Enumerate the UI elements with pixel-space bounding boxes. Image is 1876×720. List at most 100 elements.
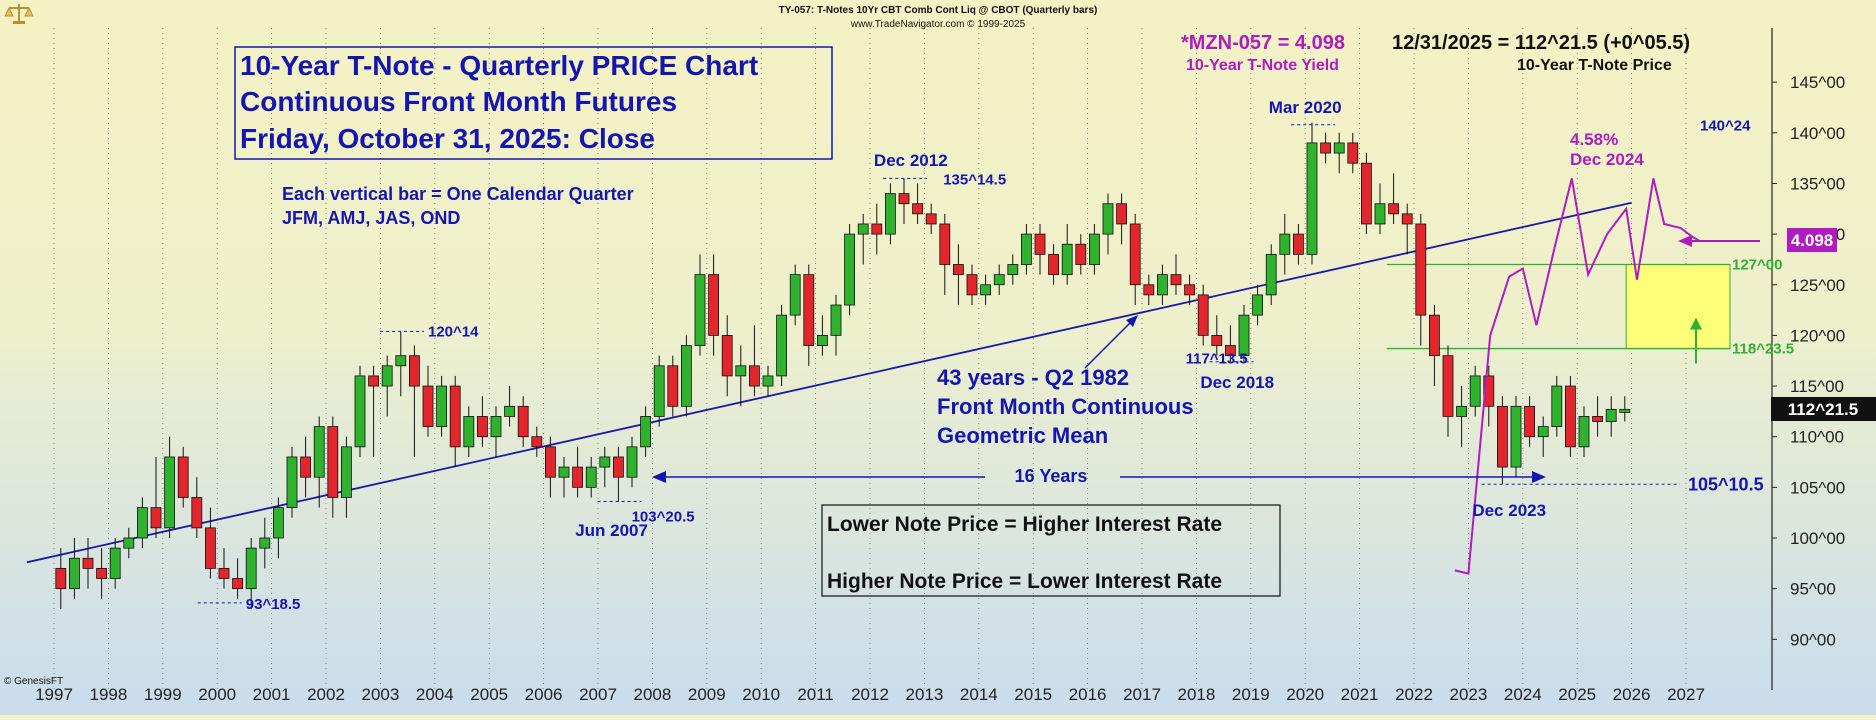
candle xyxy=(82,538,94,589)
candle-body-down xyxy=(1483,375,1495,407)
candle xyxy=(1524,396,1535,447)
candle-body-down xyxy=(572,466,583,488)
candle-body-up xyxy=(1333,142,1345,154)
candle xyxy=(1456,386,1467,447)
candle-body-down xyxy=(1429,314,1440,357)
y-axis: 145^00140^00135^00130^00125^00120^00115^… xyxy=(1772,73,1845,649)
date-label: Dec 2012 xyxy=(874,151,948,170)
x-tick-label: 2011 xyxy=(797,685,834,704)
candle xyxy=(939,213,951,295)
candle xyxy=(232,558,244,599)
x-tick-label: 2007 xyxy=(579,685,617,704)
candle xyxy=(912,183,923,224)
candle xyxy=(925,203,937,235)
x-tick-label: 2017 xyxy=(1123,685,1161,704)
candle xyxy=(708,254,719,356)
candle xyxy=(1143,274,1155,306)
candle xyxy=(1551,375,1563,437)
candle xyxy=(1061,223,1073,285)
candle xyxy=(585,456,597,498)
x-tick-label: 2006 xyxy=(525,685,563,704)
candle-body-up xyxy=(436,385,448,427)
candle-body-down xyxy=(476,416,488,438)
x-tick-label: 2013 xyxy=(905,685,943,704)
rate-line-2: Higher Note Price = Lower Interest Rate xyxy=(827,570,1222,593)
x-tick-label: 2026 xyxy=(1613,685,1651,704)
candle-body-up xyxy=(1537,426,1549,438)
candle xyxy=(653,355,665,427)
candle xyxy=(1592,396,1603,437)
candle-body-down xyxy=(1293,233,1304,255)
candle-body-down xyxy=(232,578,244,590)
candle xyxy=(1279,213,1291,275)
bar-note-line-2: JFM, AMJ, JAS, OND xyxy=(282,208,460,228)
candle-body-down xyxy=(408,355,420,387)
candle xyxy=(830,294,842,356)
candle-body-down xyxy=(55,567,67,590)
price-label: 118^23.5 xyxy=(1732,341,1794,358)
candle xyxy=(286,446,298,518)
candle xyxy=(789,264,801,326)
candle xyxy=(313,416,325,508)
candle-body-down xyxy=(1415,223,1427,316)
date-label: Dec 2023 xyxy=(1472,501,1546,520)
candle xyxy=(721,315,733,397)
candle xyxy=(1469,365,1481,417)
candle xyxy=(449,375,461,468)
candle xyxy=(1483,365,1495,427)
candle xyxy=(1388,173,1399,224)
candle-body-down xyxy=(1034,233,1046,255)
candle xyxy=(1265,244,1277,306)
candle-body-up xyxy=(993,274,1005,286)
candle-body-up xyxy=(830,304,842,336)
candle-body-down xyxy=(1143,284,1155,296)
candle xyxy=(300,436,312,498)
candle-body-up xyxy=(1551,385,1563,427)
candle xyxy=(1007,254,1019,285)
candle xyxy=(776,305,787,387)
candle-body-up xyxy=(844,233,855,306)
header-line-2: www.TradeNavigator.com © 1999-2025 xyxy=(850,19,1026,30)
x-axis: 1997 1998 1999 2000 2001 2002 2003 2004 2005 2006… xyxy=(35,685,1705,704)
candle-body-up xyxy=(1306,142,1318,255)
header-line-1: TY-057: T-Notes 10Yr CBT Comb Cont Liq @… xyxy=(779,5,1098,16)
price-formula: 12/31/2025 = 112^21.5 (+0^05.5) xyxy=(1392,32,1690,54)
candle xyxy=(422,365,434,437)
candle xyxy=(69,538,80,599)
candle-body-up xyxy=(626,446,638,478)
candle xyxy=(871,203,883,255)
trend-note-arrowhead-icon xyxy=(1126,315,1138,327)
candle-body-up xyxy=(1619,408,1631,413)
candle-body-up xyxy=(340,446,352,498)
candle xyxy=(531,426,543,457)
x-tick-label: 2002 xyxy=(307,685,345,704)
candle-body-down xyxy=(204,527,216,569)
candle xyxy=(993,264,1005,295)
candle-body-up xyxy=(313,426,325,478)
x-tick-label: 2027 xyxy=(1667,685,1705,704)
candle-body-down xyxy=(177,456,189,498)
candle-body-up xyxy=(1238,314,1250,357)
x-tick-label: 2021 xyxy=(1341,685,1379,704)
candle-body-down xyxy=(1401,213,1413,225)
candle-body-down xyxy=(1347,142,1359,164)
candle xyxy=(640,406,651,457)
candle xyxy=(1306,122,1318,265)
span-left-arrowhead-icon xyxy=(652,471,666,483)
x-tick-label: 2022 xyxy=(1395,685,1433,704)
price-label: 93^18.5 xyxy=(246,596,301,613)
candle-body-down xyxy=(1225,345,1236,357)
y-tick-label: 140^00 xyxy=(1790,124,1845,143)
candle xyxy=(109,538,121,589)
candle-body-up xyxy=(395,355,407,367)
candle-body-up xyxy=(653,365,665,417)
trend-note-line-1: 43 years - Q2 1982 xyxy=(937,365,1129,390)
candle xyxy=(436,375,448,437)
candle-body-down xyxy=(1116,203,1127,225)
candle xyxy=(150,456,162,538)
y-tick-label: 90^00 xyxy=(1790,630,1836,649)
candle xyxy=(164,436,176,538)
yield-peak-value: 4.58% xyxy=(1570,130,1618,149)
candle-body-down xyxy=(871,223,883,235)
